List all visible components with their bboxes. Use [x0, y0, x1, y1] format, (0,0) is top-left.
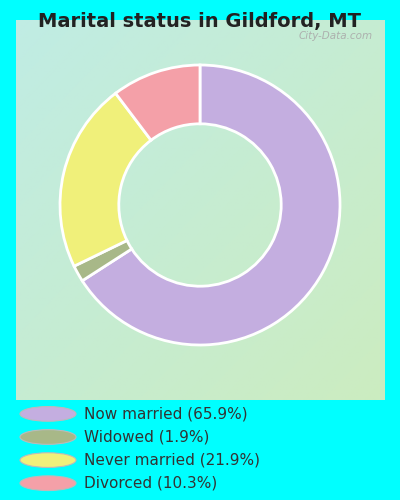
Circle shape: [20, 406, 76, 421]
Text: Now married (65.9%): Now married (65.9%): [84, 406, 248, 422]
Text: Divorced (10.3%): Divorced (10.3%): [84, 476, 217, 490]
Circle shape: [20, 476, 76, 490]
Wedge shape: [74, 240, 132, 281]
Text: Never married (21.9%): Never married (21.9%): [84, 452, 260, 468]
Wedge shape: [60, 94, 151, 266]
Wedge shape: [82, 65, 340, 345]
Text: Marital status in Gildford, MT: Marital status in Gildford, MT: [38, 12, 362, 32]
Text: City-Data.com: City-Data.com: [299, 32, 373, 42]
Circle shape: [20, 453, 76, 468]
Circle shape: [20, 430, 76, 444]
Text: Widowed (1.9%): Widowed (1.9%): [84, 430, 209, 444]
Wedge shape: [116, 65, 200, 140]
